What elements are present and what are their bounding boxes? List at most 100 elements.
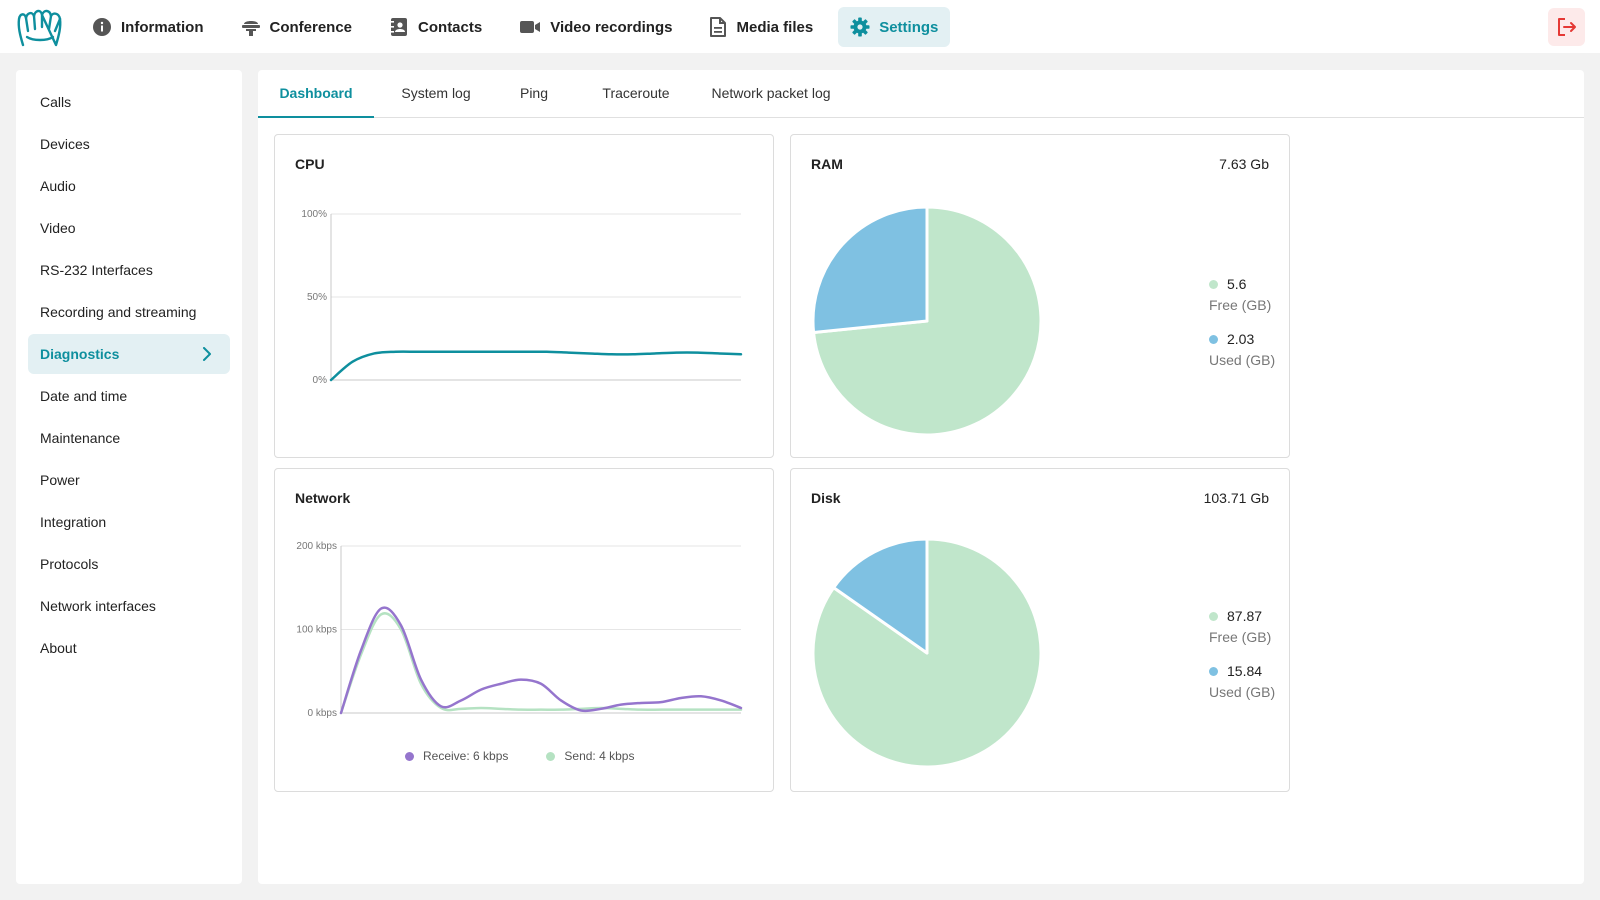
file-icon	[710, 17, 727, 37]
sidebar-item-label: Diagnostics	[40, 346, 120, 362]
tab-dashboard[interactable]: Dashboard	[258, 70, 374, 118]
main-nav: Information Conference Contacts Video re…	[80, 7, 963, 47]
y-tick-label: 0%	[313, 375, 328, 386]
series-line	[339, 612, 743, 715]
gear-icon	[850, 17, 870, 37]
logout-button[interactable]	[1548, 8, 1585, 46]
ram-used-label: Used (GB)	[1209, 352, 1276, 368]
y-tick-label: 0 kbps	[308, 708, 337, 719]
ram-pie-chart	[811, 205, 1043, 437]
ram-used-value: 2.03	[1227, 331, 1255, 347]
sidebar-item-label: Audio	[40, 178, 76, 194]
nav-media-files[interactable]: Media files	[697, 7, 825, 47]
sidebar-item-label: Video	[40, 220, 76, 236]
disk-title: Disk	[811, 490, 841, 506]
sidebar-item-date-time[interactable]: Date and time	[28, 376, 230, 416]
legend-send[interactable]: Send: 4 kbps	[546, 749, 634, 763]
legend-dot	[1209, 611, 1218, 621]
sidebar-item-protocols[interactable]: Protocols	[28, 544, 230, 584]
series-line	[329, 350, 743, 382]
sidebar-item-power[interactable]: Power	[28, 460, 230, 500]
contacts-icon	[391, 18, 408, 36]
nav-information-label: Information	[121, 18, 204, 36]
cpu-chart: 100% 50% 0%	[301, 209, 743, 386]
nav-conference[interactable]: Conference	[229, 7, 365, 47]
legend-dot	[546, 751, 556, 761]
sidebar-item-diagnostics[interactable]: Diagnostics	[28, 334, 230, 374]
y-tick-label: 100%	[301, 209, 327, 220]
disk-legend-used: 15.84 Used (GB)	[1209, 663, 1275, 700]
app-logo[interactable]	[15, 5, 65, 49]
sidebar-item-label: Maintenance	[40, 430, 121, 446]
sidebar-item-devices[interactable]: Devices	[28, 124, 230, 164]
tab-label: Dashboard	[279, 85, 353, 101]
nav-settings[interactable]: Settings	[838, 7, 951, 47]
pie-slice-used[interactable]	[832, 537, 929, 655]
network-title: Network	[295, 490, 351, 506]
sidebar-item-integration[interactable]: Integration	[28, 502, 230, 542]
ram-total: 7.63 Gb	[1219, 156, 1269, 172]
legend-receive[interactable]: Receive: 6 kbps	[405, 749, 508, 763]
disk-used-value: 15.84	[1227, 663, 1263, 679]
disk-used-label: Used (GB)	[1209, 684, 1276, 700]
legend-dot	[1209, 666, 1218, 676]
nav-information[interactable]: Information	[80, 7, 216, 47]
nav-video-recordings[interactable]: Video recordings	[507, 7, 684, 47]
cpu-card: CPU 100% 50% 0%	[274, 134, 774, 458]
sidebar-item-video[interactable]: Video	[28, 208, 230, 248]
sidebar-item-about[interactable]: About	[28, 628, 230, 668]
chevron-right-icon	[203, 347, 211, 361]
legend-receive-label: Receive: 6 kbps	[423, 749, 509, 763]
sidebar-item-label: Network interfaces	[40, 598, 156, 614]
sidebar-item-recording[interactable]: Recording and streaming	[28, 292, 230, 332]
series-line	[339, 606, 743, 715]
tab-ping[interactable]: Ping	[494, 70, 574, 118]
legend-dot	[1209, 279, 1218, 289]
network-chart: 200 kbps 100 kbps 0 kbps	[296, 541, 743, 719]
sidebar-item-label: About	[40, 640, 77, 656]
ram-legend-used: 2.03 Used (GB)	[1209, 331, 1275, 368]
disk-card: Disk 103.71 Gb 87.87 Free (GB) 15.84 Use…	[790, 468, 1290, 792]
logout-icon	[1557, 18, 1576, 36]
y-tick-label: 100 kbps	[296, 625, 337, 636]
legend-dot	[405, 751, 414, 761]
diagnostics-tabs: Dashboard System log Ping Traceroute Net…	[258, 70, 1584, 118]
tab-system-log[interactable]: System log	[378, 70, 494, 118]
tab-label: Traceroute	[602, 85, 670, 101]
pie-slice-used[interactable]	[811, 205, 929, 334]
tab-label: Ping	[519, 85, 549, 101]
disk-legend-free: 87.87 Free (GB)	[1209, 608, 1271, 645]
disk-free-label: Free (GB)	[1209, 629, 1272, 645]
legend-send-label: Send: 4 kbps	[564, 749, 635, 763]
network-legend: Receive: 6 kbps Send: 4 kbps	[405, 749, 672, 763]
ram-title: RAM	[811, 156, 843, 172]
nav-video-recordings-label: Video recordings	[550, 18, 673, 36]
ram-free-label: Free (GB)	[1209, 297, 1272, 313]
sidebar-item-label: Calls	[40, 94, 72, 110]
y-tick-label: 200 kbps	[296, 541, 337, 552]
sidebar-item-rs232[interactable]: RS-232 Interfaces	[28, 250, 230, 290]
ram-free-value: 5.6	[1227, 276, 1247, 292]
disk-total: 103.71 Gb	[1203, 490, 1269, 506]
sidebar-item-label: Recording and streaming	[40, 304, 197, 320]
y-tick-label: 50%	[307, 292, 327, 303]
sidebar-item-audio[interactable]: Audio	[28, 166, 230, 206]
sidebar-item-label: Devices	[40, 136, 90, 152]
cpu-title: CPU	[295, 156, 325, 172]
disk-free-value: 87.87	[1227, 608, 1263, 624]
nav-contacts-label: Contacts	[418, 18, 483, 36]
sidebar-item-calls[interactable]: Calls	[28, 82, 230, 122]
video-camera-icon	[520, 21, 541, 33]
nav-contacts[interactable]: Contacts	[377, 7, 494, 47]
tab-label: System log	[401, 85, 471, 101]
sidebar-item-label: Protocols	[40, 556, 99, 572]
tab-network-packet-log[interactable]: Network packet log	[698, 70, 844, 118]
ram-card: RAM 7.63 Gb 5.6 Free (GB) 2.03 Used (GB)	[790, 134, 1290, 458]
conference-icon	[241, 21, 260, 36]
ram-legend-free: 5.6 Free (GB)	[1209, 276, 1271, 313]
sidebar-item-label: Integration	[40, 514, 107, 530]
sidebar-item-label: RS-232 Interfaces	[40, 262, 153, 278]
sidebar-item-network-interfaces[interactable]: Network interfaces	[28, 586, 230, 626]
tab-traceroute[interactable]: Traceroute	[578, 70, 694, 118]
sidebar-item-maintenance[interactable]: Maintenance	[28, 418, 230, 458]
